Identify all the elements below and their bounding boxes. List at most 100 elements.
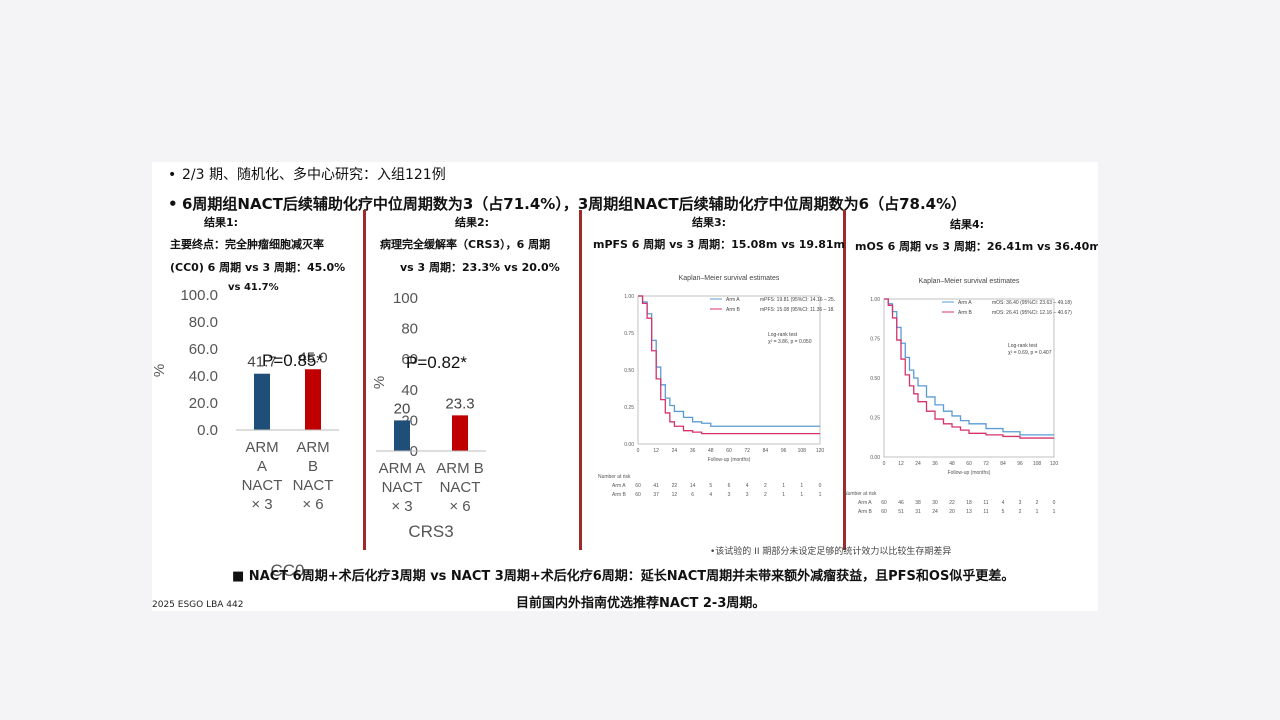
legend-label: Arm B [726,307,741,313]
y-tick-label: 80 [401,321,418,338]
risk-count: 38 [915,500,921,506]
x-tick-label: 96 [781,448,787,454]
result1-line: 主要终点：完全肿瘤细胞减灭率 [170,238,324,251]
conclusion-line: ■ NACT 6周期+术后化疗3周期 vs NACT 3周期+术后化疗6周期：延… [232,569,1015,584]
km-curve-arm-b [884,298,1054,439]
x-tick-label: 72 [744,448,750,454]
panel-divider [579,210,582,550]
x-category-label: NACT [293,477,334,494]
y-tick-label: 0.50 [624,368,634,374]
risk-count: 46 [898,500,904,506]
plot-frame [883,298,1055,458]
risk-count: 5 [1002,509,1005,515]
risk-count: 24 [932,509,938,515]
guideline-line: 目前国内外指南优选推荐NACT 2-3周期。 [516,596,766,611]
cc0-bar-chart: 100.0 80.0 60.0 40.0 20.0 0.0% 41.7 ARM A NACT × 3… [152,287,339,580]
legend-stat: mPFS: 19.81 (95%CI: 14.16 – 25. [760,297,835,303]
y-tick-label: 0.25 [870,416,880,422]
km-title: Kaplan–Meier survival estimates [679,275,780,282]
risk-count: 4 [1002,500,1005,506]
y-tick-label: 100.0 [180,287,218,304]
logrank-test-label: χ² = 0.69, p = 0.407 [1008,350,1052,356]
risk-count: 20 [949,509,955,515]
risk-count: 5 [709,483,712,489]
y-tick-label: 60.0 [189,341,218,358]
bar-value-label: 45.0 [298,349,327,366]
km-curve-arm-a [884,298,1054,436]
plot-frame [637,295,821,445]
y-tick-label: 0.25 [624,405,634,411]
x-tick-label: 108 [1033,461,1042,467]
y-axis-label: % [371,376,388,389]
risk-count: 41 [653,483,659,489]
y-tick-label: 60 [401,351,418,368]
bar-arm-b [452,415,468,451]
x-tick-label: 96 [1017,461,1023,467]
x-category-label: ARM [245,439,278,456]
x-category-label: B [308,458,318,475]
result1-line: vs 41.7% [228,282,279,293]
x-axis-label: Follow-up (months) [708,457,751,463]
x-tick-label: 108 [798,448,807,454]
bar-value-label: 41.7 [247,354,276,371]
y-tick-label: 0.75 [870,337,880,343]
risk-count: 2 [1036,500,1039,506]
result2-line: 病理完全缓解率（CRS3），6 周期 [380,238,551,251]
risk-count: 1 [782,492,785,498]
risk-count: 1 [1053,509,1056,515]
bullet-text: 2/3 期、随机化、多中心研究：入组121例 [182,167,446,183]
y-tick-label: 40.0 [189,368,218,385]
x-tick-label: 120 [1050,461,1059,467]
y-tick-label: 0.0 [197,422,218,439]
risk-row-name: Arm B [612,492,627,498]
y-tick-label: 0.00 [870,455,880,461]
y-tick-label: 100 [393,290,418,307]
risk-count: 1 [800,483,803,489]
result2-title: 结果2: [455,216,490,229]
y-tick-label: 0.00 [624,442,634,448]
x-category-label: × 6 [449,498,470,515]
risk-count: 31 [915,509,921,515]
result1-title: 结果1: [204,216,239,229]
risk-count: 1 [782,483,785,489]
logrank-test-label: Log-rank test [768,332,798,338]
risk-count: 1 [800,492,803,498]
risk-count: 6 [728,483,731,489]
risk-row-name: Arm A [858,500,872,506]
risk-count: 22 [672,483,678,489]
x-category-label: ARM A [379,460,426,477]
bullet-text: 6周期组NACT后续辅助化疗中位周期数为3（占71.4%），3周期组NACT后续… [182,195,967,213]
x-tick-label: 120 [816,448,825,454]
bar-arm-a [394,420,410,451]
legend-label: Arm B [958,310,973,316]
result3-line: mPFS 6 周期 vs 3 周期：15.08m vs 19.81m [593,238,846,251]
x-tick-label: 60 [726,448,732,454]
x-tick-label: 60 [966,461,972,467]
x-category-label: NACT [440,479,481,496]
risk-count: 0 [819,483,822,489]
x-tick-label: 24 [672,448,678,454]
risk-count: 14 [690,483,696,489]
bullet-dot: • [168,195,178,213]
risk-count: 18 [966,500,972,506]
logrank-test-label: χ² = 3.86, p = 0.050 [768,339,812,345]
km-title: Kaplan–Meier survival estimates [919,278,1020,285]
x-tick-label: 48 [949,461,955,467]
risk-count: 2 [764,483,767,489]
risk-count: 2 [1019,509,1022,515]
risk-count: 60 [881,500,887,506]
risk-count: 60 [881,509,887,515]
y-tick-label: 80.0 [189,314,218,331]
x-category-label: A [257,458,267,475]
bullet-dot: • [168,167,177,183]
x-category-label: × 6 [302,496,323,513]
bullet-study-design: • 2/3 期、随机化、多中心研究：入组121例 [168,164,446,184]
risk-count: 3 [746,492,749,498]
result2-line: vs 3 周期：23.3% vs 20.0% [400,261,560,274]
risk-count: 2 [764,492,767,498]
x-category-label: NACT [382,479,423,496]
risk-count: 11 [983,500,988,506]
panel-divider [363,210,366,550]
result1-line: (CC0) 6 周期 vs 3 周期：45.0% [170,261,346,274]
risk-count: 1 [1036,509,1039,515]
